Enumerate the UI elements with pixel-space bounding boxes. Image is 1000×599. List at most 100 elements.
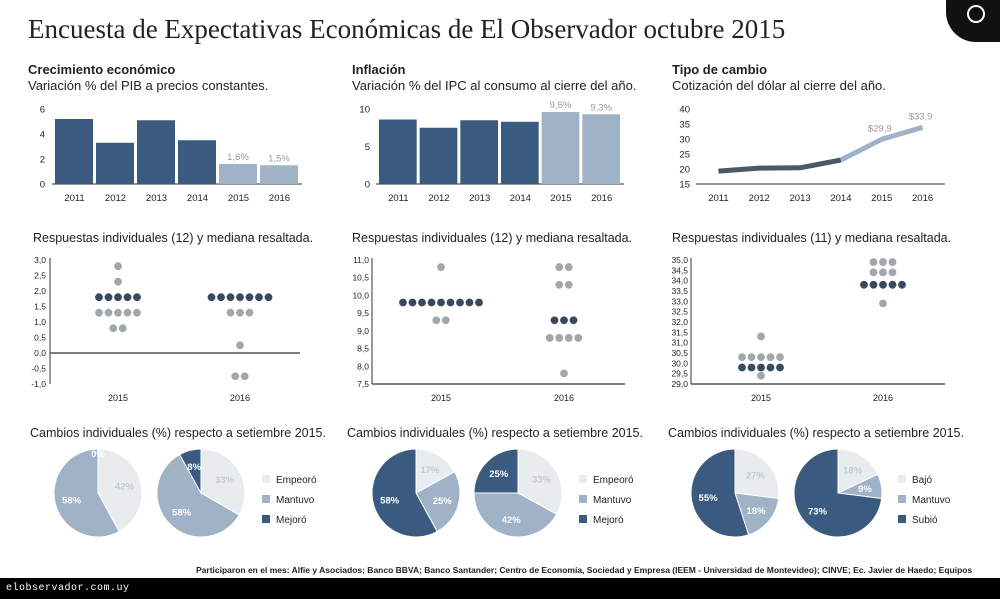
response-dot (446, 298, 455, 307)
response-dot (236, 341, 244, 350)
y-tick-label: 1,5 (34, 302, 46, 312)
response-dot (465, 298, 474, 307)
response-dot (757, 353, 765, 362)
section-title-exchange: Tipo de cambio (672, 62, 768, 77)
y-tick-label: 30 (679, 135, 690, 146)
bar (541, 112, 580, 184)
response-dot (114, 262, 122, 271)
response-dot (869, 258, 878, 266)
y-tick-label: 0 (365, 180, 370, 191)
legend-label: Subió (912, 515, 938, 526)
response-dot (123, 293, 132, 302)
response-dot (738, 363, 746, 372)
y-tick-label: 0,0 (34, 348, 46, 358)
response-dot (564, 334, 573, 342)
bar (419, 127, 458, 184)
response-dot (432, 316, 441, 325)
pie-slice (415, 471, 461, 533)
x-tick-label: 2013 (469, 193, 490, 204)
bar (178, 140, 216, 184)
legend-swatch (898, 495, 906, 503)
logo-icon (967, 5, 985, 23)
bar (219, 164, 257, 184)
legend-swatch (262, 495, 270, 503)
slice-label: 17% (420, 465, 440, 476)
y-tick-label: 4 (40, 130, 45, 141)
y-tick-label: 35,0 (671, 255, 688, 265)
x-tick-label: 2011 (388, 193, 408, 204)
bar (55, 119, 93, 184)
y-tick-label: 33,5 (671, 286, 688, 296)
pie-slice (97, 448, 143, 533)
y-tick-label: 11,0 (353, 255, 369, 265)
footer-bar (0, 578, 1000, 599)
slice-label: 33% (215, 475, 235, 486)
chart-title: Cambios individuales (%) respecto a seti… (347, 426, 643, 440)
y-tick-label: 20 (679, 165, 690, 176)
response-dot (217, 293, 225, 302)
y-tick-label: 8,0 (357, 361, 369, 371)
bar (137, 120, 175, 184)
y-tick-label: 5 (365, 142, 370, 153)
response-dot (95, 293, 103, 302)
slice-label: 55% (699, 493, 719, 504)
response-dot (555, 280, 564, 289)
slice-label: 73% (808, 507, 828, 518)
chart-title: Cambios individuales (%) respecto a seti… (668, 426, 964, 440)
y-tick-label: 0 (40, 180, 45, 191)
series-line-forecast (839, 124, 924, 163)
response-dot (564, 280, 573, 289)
y-tick-label: 31,0 (671, 338, 688, 348)
response-dot (418, 298, 426, 307)
x-tick-label: 2012 (428, 193, 449, 204)
response-dot (399, 298, 407, 307)
response-dot (104, 308, 113, 317)
response-dot (114, 277, 122, 286)
legend-swatch (579, 475, 587, 483)
slice-label: 58% (380, 495, 400, 506)
bar (501, 121, 539, 184)
y-tick-label: 10 (359, 105, 370, 116)
x-tick-label: 2013 (790, 193, 811, 204)
response-dot (95, 308, 103, 317)
y-tick-label: 32,5 (671, 307, 688, 317)
response-dot (456, 298, 464, 307)
response-dot (564, 263, 573, 271)
pie-slice (178, 448, 202, 495)
legend-swatch (262, 515, 270, 523)
response-dot (114, 308, 122, 317)
response-dot (226, 293, 235, 302)
response-dot (475, 298, 483, 307)
y-tick-label: 15 (679, 180, 690, 191)
slice-label: 42% (502, 515, 522, 526)
section-subtitle-inflation: Variación % del IPC al consumo al cierre… (352, 78, 637, 93)
y-tick-label: 10,5 (352, 273, 369, 283)
chart-title: Cambios individuales (%) respecto a seti… (30, 426, 326, 440)
response-dot (104, 293, 113, 302)
response-dot (879, 268, 887, 277)
y-tick-label: 6 (40, 105, 45, 116)
pie-slice (793, 448, 883, 538)
chart-title: Respuestas individuales (11) y mediana r… (672, 231, 951, 245)
y-tick-label: 3,0 (34, 255, 46, 265)
y-tick-label: 2,5 (34, 271, 46, 281)
section-title-growth: Crecimiento económico (28, 62, 176, 77)
response-dot (574, 334, 583, 342)
response-dot (545, 334, 554, 342)
y-tick-label: 7,5 (357, 379, 369, 389)
response-dot (879, 280, 887, 289)
pie-slice (53, 448, 120, 538)
response-dot (888, 280, 897, 289)
bar (96, 142, 134, 184)
y-tick-label: -1,0 (31, 379, 46, 389)
y-tick-label: -0,5 (31, 364, 46, 374)
legend-swatch (262, 475, 270, 483)
slice-label: 42% (115, 482, 135, 493)
legend-label: Mantuvo (593, 495, 632, 506)
response-dot (264, 293, 273, 302)
y-tick-label: 10,0 (352, 290, 369, 300)
data-label: 1,5% (268, 153, 290, 164)
bar (379, 119, 417, 184)
pie-slice (690, 448, 750, 538)
legend-label: Empeoró (276, 475, 317, 486)
